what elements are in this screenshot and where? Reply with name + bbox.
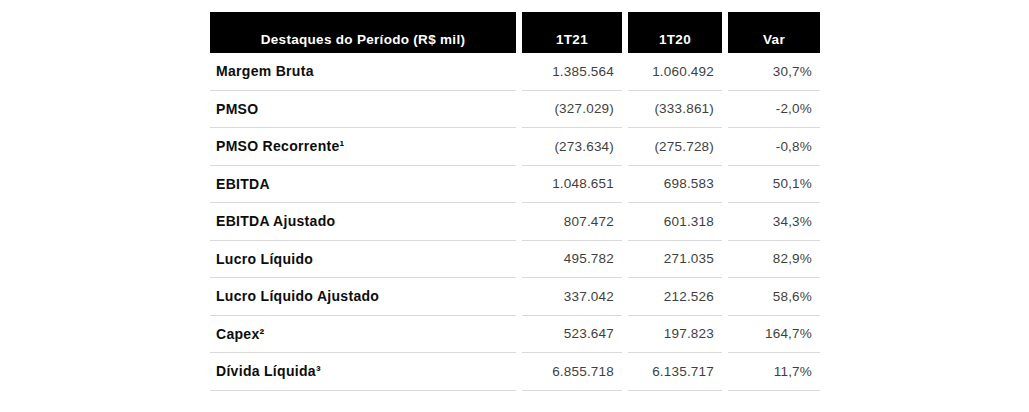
table-header-row: Destaques do Período (R$ mil) 1T21 1T20 …: [210, 12, 820, 53]
value-1t21: 1.048.651: [522, 166, 622, 204]
value-1t20: 6.135.717: [628, 353, 722, 391]
value-var: 164,7%: [728, 316, 820, 354]
row-label: Dívida Líquida³: [210, 353, 516, 391]
column-header-1t21: 1T21: [522, 12, 622, 53]
row-label: Lucro Líquido Ajustado: [210, 278, 516, 316]
table-row: Margem Bruta 1.385.564 1.060.492 30,7%: [210, 53, 820, 91]
value-1t20: 212.526: [628, 278, 722, 316]
value-var: 34,3%: [728, 203, 820, 241]
value-1t21: 6.855.718: [522, 353, 622, 391]
column-header-destaques: Destaques do Período (R$ mil): [210, 12, 516, 53]
value-1t21: 1.385.564: [522, 53, 622, 91]
highlights-table: Destaques do Período (R$ mil) 1T21 1T20 …: [210, 12, 820, 391]
table-row: Capex² 523.647 197.823 164,7%: [210, 316, 820, 354]
row-label: Margem Bruta: [210, 53, 516, 91]
row-label: EBITDA Ajustado: [210, 203, 516, 241]
value-var: -0,8%: [728, 128, 820, 166]
row-label: Lucro Líquido: [210, 241, 516, 279]
value-1t21: 807.472: [522, 203, 622, 241]
table-row: Dívida Líquida³ 6.855.718 6.135.717 11,7…: [210, 353, 820, 391]
value-1t21: (327.029): [522, 91, 622, 129]
value-1t21: 523.647: [522, 316, 622, 354]
value-var: 11,7%: [728, 353, 820, 391]
value-var: 58,6%: [728, 278, 820, 316]
value-var: 30,7%: [728, 53, 820, 91]
table-row: EBITDA 1.048.651 698.583 50,1%: [210, 166, 820, 204]
value-1t20: 1.060.492: [628, 53, 722, 91]
table-body: Margem Bruta 1.385.564 1.060.492 30,7% P…: [210, 53, 820, 391]
value-1t21: 495.782: [522, 241, 622, 279]
value-var: 82,9%: [728, 241, 820, 279]
value-1t21: 337.042: [522, 278, 622, 316]
value-1t20: 601.318: [628, 203, 722, 241]
row-label: Capex²: [210, 316, 516, 354]
value-1t21: (273.634): [522, 128, 622, 166]
page: { "chart_data": { "type": "table", "titl…: [0, 0, 1029, 412]
row-label: PMSO Recorrente¹: [210, 128, 516, 166]
value-1t20: 698.583: [628, 166, 722, 204]
table-row: Lucro Líquido 495.782 271.035 82,9%: [210, 241, 820, 279]
column-header-1t20: 1T20: [628, 12, 722, 53]
value-1t20: 271.035: [628, 241, 722, 279]
table-row: PMSO (327.029) (333.861) -2,0%: [210, 91, 820, 129]
table-row: PMSO Recorrente¹ (273.634) (275.728) -0,…: [210, 128, 820, 166]
column-header-var: Var: [728, 12, 820, 53]
row-label: PMSO: [210, 91, 516, 129]
value-1t20: (333.861): [628, 91, 722, 129]
table-row: Lucro Líquido Ajustado 337.042 212.526 5…: [210, 278, 820, 316]
table-row: EBITDA Ajustado 807.472 601.318 34,3%: [210, 203, 820, 241]
value-var: 50,1%: [728, 166, 820, 204]
row-label: EBITDA: [210, 166, 516, 204]
value-1t20: 197.823: [628, 316, 722, 354]
value-1t20: (275.728): [628, 128, 722, 166]
value-var: -2,0%: [728, 91, 820, 129]
